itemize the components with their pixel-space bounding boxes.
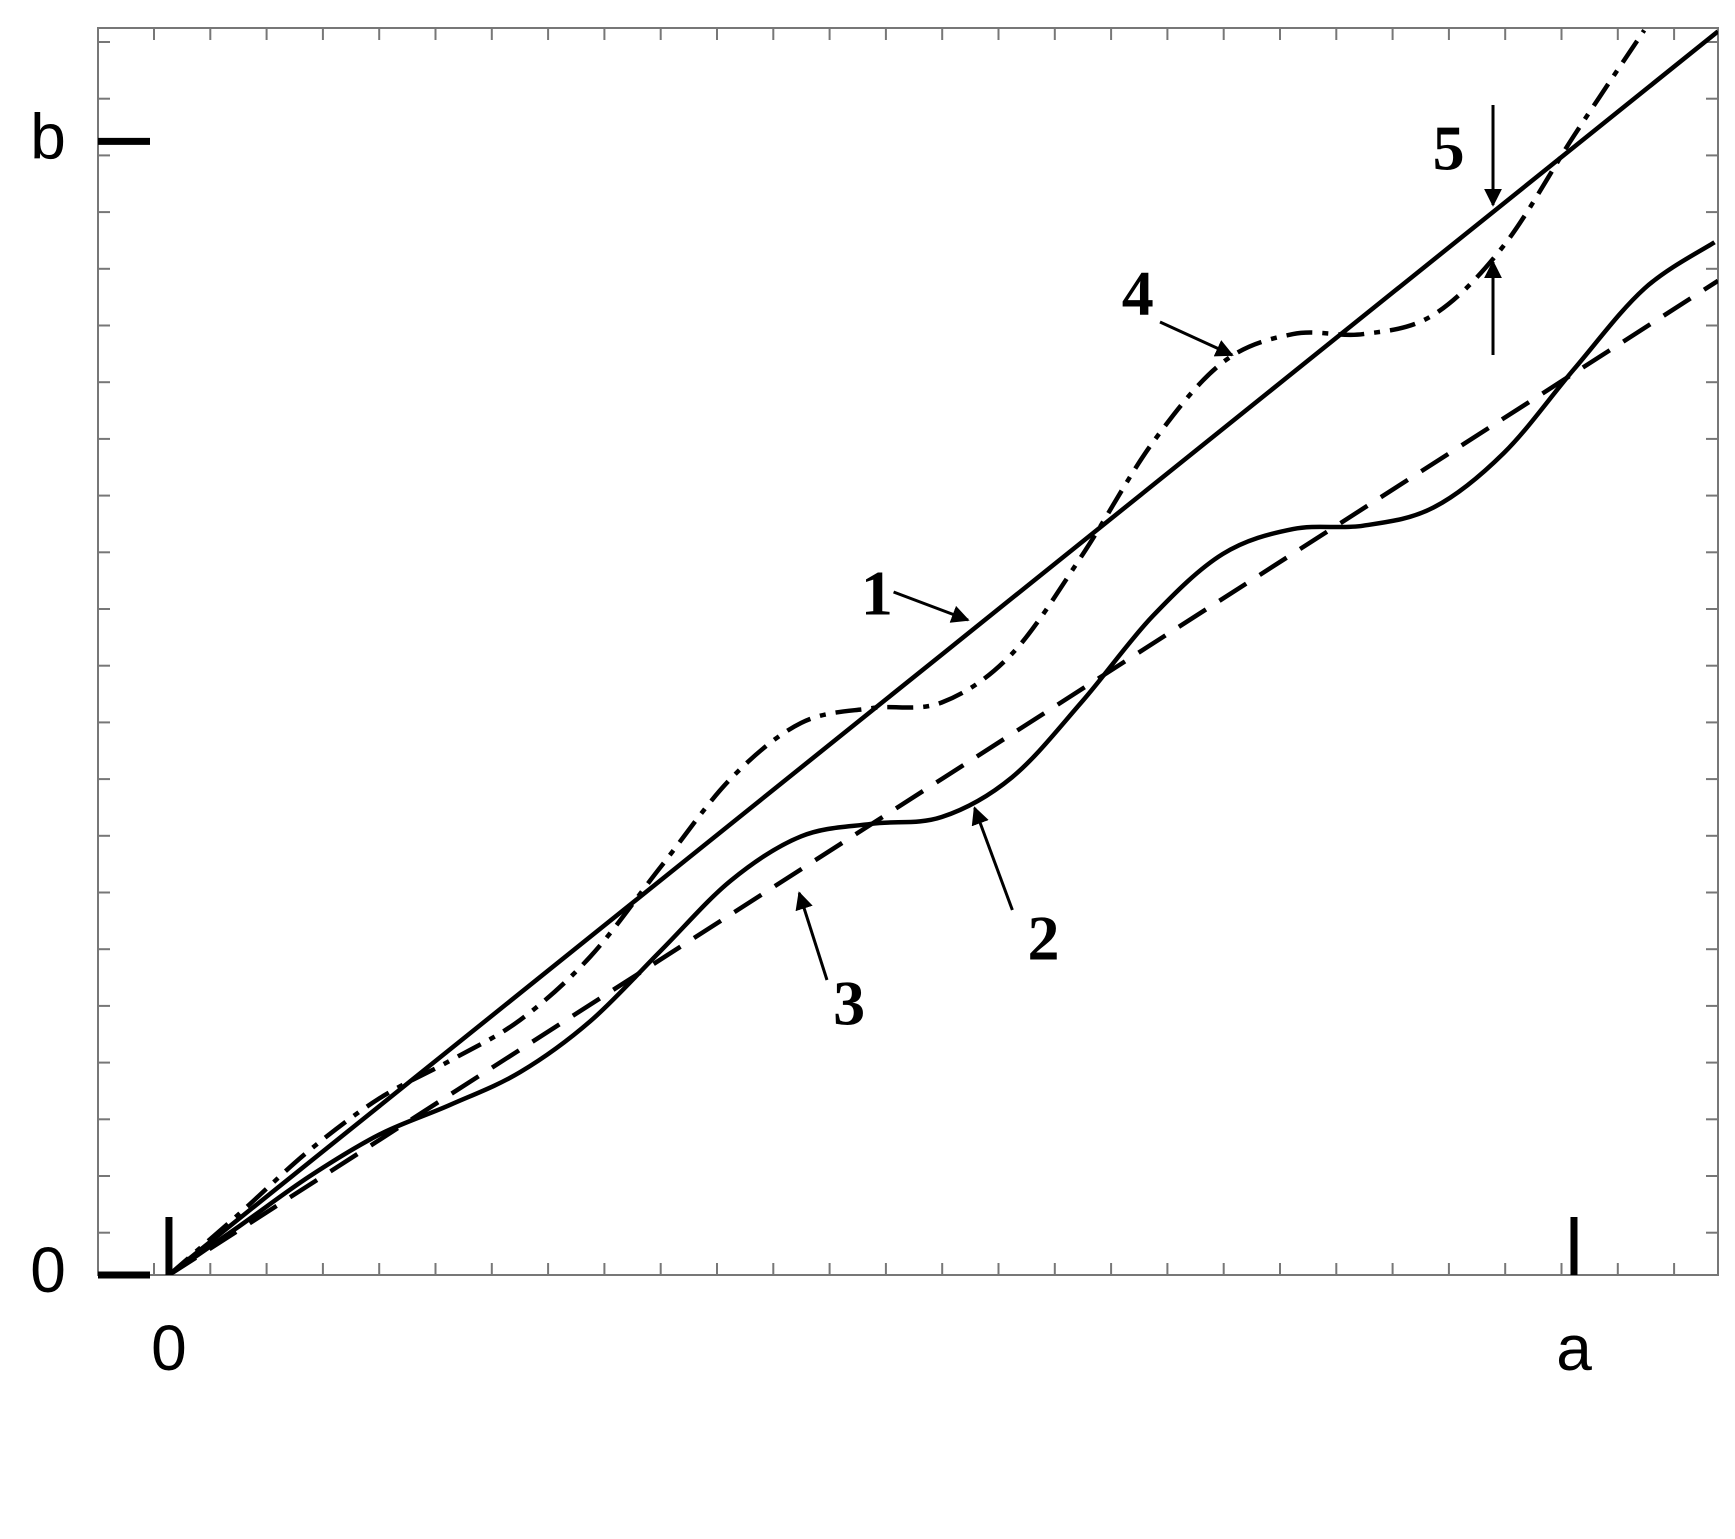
curve — [167, 240, 1716, 1275]
x-tick-label: 0 — [151, 1312, 187, 1384]
curve — [167, 29, 1718, 1275]
y-tick-label: 0 — [30, 1234, 66, 1306]
annotation-label: 3 — [833, 968, 865, 1039]
frame-ticks — [98, 28, 1718, 1275]
y-tick-label: b — [30, 100, 66, 172]
x-tick-label: a — [1556, 1312, 1592, 1384]
plot-frame — [97, 27, 1719, 1276]
annotation-arrow — [971, 806, 1014, 911]
annotation-arrow — [893, 590, 970, 623]
annotation-arrow — [795, 891, 829, 981]
annotation-label: 4 — [1122, 258, 1154, 329]
curve — [167, 278, 1718, 1275]
annotation-label: 1 — [861, 558, 893, 629]
annotation-arrow — [1159, 320, 1234, 357]
curve — [167, 29, 1647, 1275]
annotation-label: 2 — [1027, 903, 1059, 974]
annotation-label: 5 — [1433, 113, 1465, 184]
